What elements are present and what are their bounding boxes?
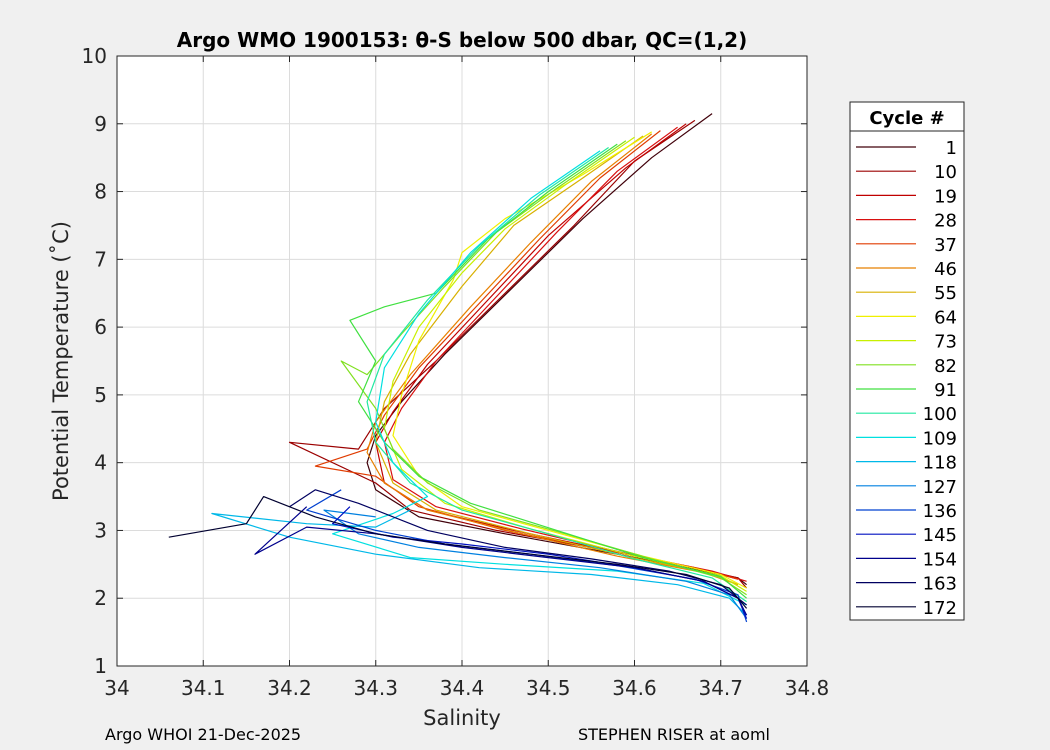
y-tick-label: 1	[94, 654, 107, 678]
series-line-cycle-118	[211, 509, 748, 616]
footer-pi-center: STEPHEN RISER at aoml	[578, 725, 770, 744]
legend-label: 10	[934, 162, 957, 183]
footer-source-date: Argo WHOI 21-Dec-2025	[105, 725, 302, 744]
x-tick-label: 34.8	[785, 676, 830, 700]
grid	[117, 56, 807, 666]
x-tick-label: 34.3	[353, 676, 398, 700]
x-tick-label: 34.5	[526, 676, 571, 700]
legend-label: 55	[934, 283, 957, 304]
y-tick-label: 6	[94, 315, 107, 339]
series-line-cycle-172	[168, 496, 748, 609]
legend-label: 127	[923, 477, 957, 498]
y-tick-label: 3	[94, 518, 107, 542]
y-tick-label: 9	[94, 112, 107, 136]
legend-label: 91	[934, 380, 957, 401]
legend-label: 109	[923, 428, 957, 449]
legend-label: 145	[923, 525, 957, 546]
axes: 34 34.1 34.2 34.3 34.4 34.5 34.6 34.7 34.8123456…	[82, 44, 830, 700]
legend-label: 46	[934, 259, 957, 280]
series-line-cycle-91	[349, 143, 747, 599]
legend-label: 28	[934, 211, 957, 232]
x-tick-label: 34.2	[267, 676, 312, 700]
y-axis-label: Potential Temperature (˚C)	[49, 221, 73, 501]
legend-label: 118	[923, 453, 957, 474]
y-tick-label: 5	[94, 383, 107, 407]
legend-label: 172	[923, 598, 957, 619]
y-tick-label: 10	[82, 44, 107, 68]
y-tick-label: 8	[94, 180, 107, 204]
legend-label: 37	[934, 235, 957, 256]
y-tick-label: 4	[94, 451, 107, 475]
legend-label: 136	[923, 501, 957, 522]
legend-label: 19	[934, 186, 957, 207]
legend-label: 154	[923, 549, 957, 570]
x-tick-label: 34	[104, 676, 129, 700]
y-tick-label: 2	[94, 586, 107, 610]
legend-label: 82	[934, 356, 957, 377]
x-tick-label: 34.7	[698, 676, 743, 700]
legend: Cycle #1 10 19 28 37 46 55 64 73 82 91 100 109 118 127…	[849, 101, 965, 621]
series-line-cycle-46	[366, 133, 739, 586]
legend-label: 73	[934, 332, 957, 353]
series-line-cycle-100	[366, 147, 747, 603]
legend-title: Cycle #	[869, 108, 944, 129]
x-tick-label: 34.4	[440, 676, 485, 700]
legend-label: 1	[946, 138, 957, 159]
legend-label: 64	[934, 307, 957, 328]
x-axis-label: Salinity	[423, 706, 501, 730]
legend-label: 100	[923, 404, 957, 425]
y-tick-label: 7	[94, 247, 107, 271]
x-tick-label: 34.6	[612, 676, 657, 700]
legend-label: 163	[923, 574, 957, 595]
series-line-cycle-37	[314, 130, 739, 580]
chart-title: Argo WMO 1900153: θ-S below 500 dbar, QC…	[177, 28, 747, 52]
x-tick-label: 34.1	[181, 676, 226, 700]
series-line-cycle-154	[254, 506, 748, 616]
series-line-cycle-82	[340, 140, 747, 596]
series-line-cycle-109	[332, 150, 747, 606]
series-layer	[168, 113, 748, 623]
